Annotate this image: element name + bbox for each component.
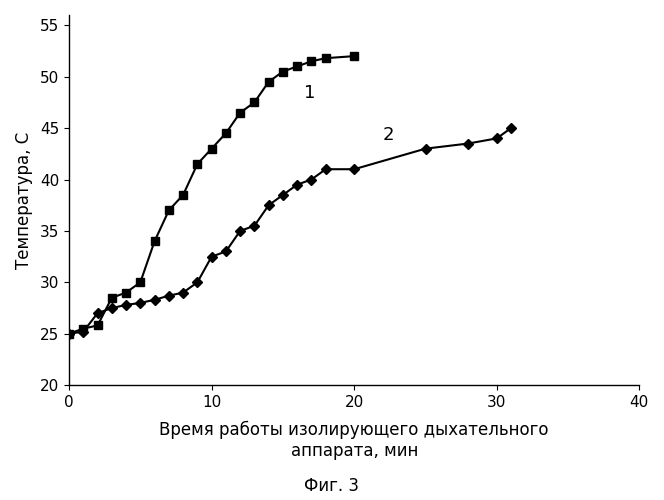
Y-axis label: Температура, С: Температура, С: [15, 132, 33, 268]
X-axis label: Время работы изолирующего дыхательного
аппарата, мин: Время работы изолирующего дыхательного а…: [159, 421, 549, 460]
Text: Фиг. 3: Фиг. 3: [305, 477, 359, 495]
Text: 2: 2: [382, 126, 394, 144]
Text: 1: 1: [304, 84, 315, 102]
